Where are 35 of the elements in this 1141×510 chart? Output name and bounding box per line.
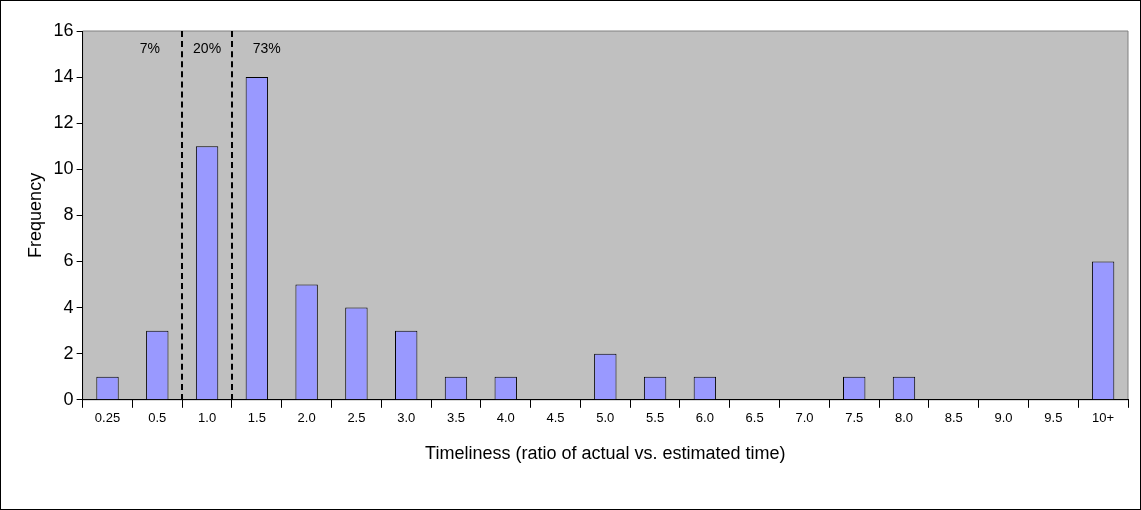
annotation: 20% xyxy=(193,39,222,56)
y-tick-label: 2 xyxy=(63,342,74,363)
x-tick-label: 7.0 xyxy=(795,410,814,426)
x-tick-label: 7.5 xyxy=(845,410,864,426)
y-tick-label: 12 xyxy=(53,112,74,133)
y-tick-label: 10 xyxy=(53,158,74,179)
y-tick-label: 0 xyxy=(63,388,74,409)
y-tick-label: 4 xyxy=(63,296,74,317)
x-tick-label: 5.0 xyxy=(596,410,615,426)
x-tick-label: 1.0 xyxy=(198,410,217,426)
x-tick-label: 2.5 xyxy=(347,410,366,426)
x-tick-label: 2.0 xyxy=(297,410,316,426)
x-tick-label: 4.5 xyxy=(546,410,565,426)
x-tick-label: 8.0 xyxy=(894,410,914,426)
x-tick-label: 1.5 xyxy=(247,410,266,426)
y-axis-title: Frequency xyxy=(24,172,45,258)
x-tick-label: 0.5 xyxy=(148,410,167,426)
y-tick-label: 6 xyxy=(63,250,74,271)
x-tick-label: 6.5 xyxy=(745,410,764,426)
x-tick-label: 3.5 xyxy=(446,410,466,426)
y-tick-label: 8 xyxy=(63,204,74,225)
x-tick-label: 8.5 xyxy=(944,410,963,426)
x-tick-label: 10+ xyxy=(1092,410,1115,426)
y-tick-label: 16 xyxy=(53,19,74,40)
x-tick-label: 9.0 xyxy=(994,410,1013,426)
annotation: 7% xyxy=(139,39,160,56)
x-tick-label: 3.0 xyxy=(397,410,416,426)
x-tick-label: 5.5 xyxy=(646,410,665,426)
x-tick-label: 6.0 xyxy=(695,410,714,426)
y-tick-label: 14 xyxy=(53,66,74,87)
x-tick-label: 4.0 xyxy=(496,410,515,426)
annotation: 73% xyxy=(252,39,281,56)
x-tick-label: 9.5 xyxy=(1044,410,1063,426)
x-tick-label: 0.25 xyxy=(94,410,121,426)
x-axis-title: Timeliness (ratio of actual vs. estimated time) xyxy=(425,443,786,464)
